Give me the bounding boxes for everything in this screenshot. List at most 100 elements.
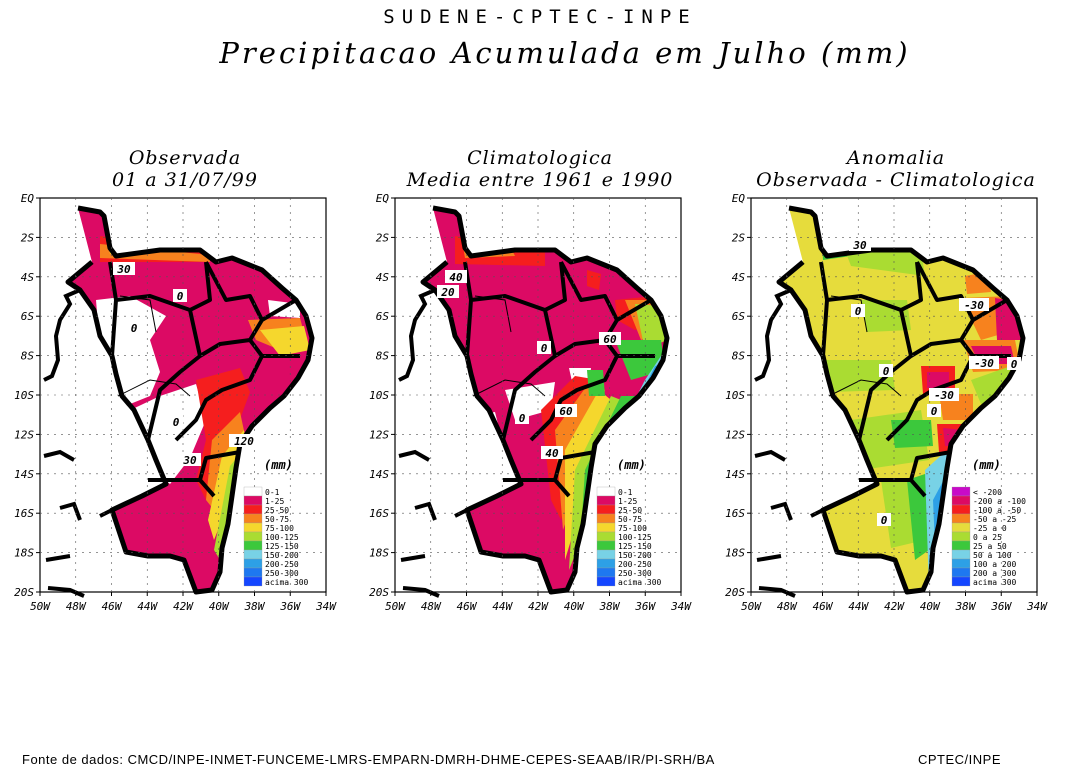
x-tick-label: 34W: [315, 600, 337, 613]
legend-label: 50-75: [265, 515, 289, 524]
legend-swatch: [951, 495, 971, 506]
legend-observed: (mm) 0-11-2525-5050-7575-100100-125125-15…: [243, 458, 309, 587]
y-tick-label: 6S: [376, 310, 390, 323]
legend-label: 0-1: [265, 488, 280, 497]
y-tick-label: 20S: [369, 586, 389, 599]
panel-title-climatology: Climatologica Media entre 1961 e 1990: [406, 147, 674, 191]
legend-unit: (mm): [264, 458, 293, 472]
x-tick-label: 40W: [920, 600, 941, 613]
legend-swatch: [243, 558, 263, 569]
legend-unit: (mm): [972, 458, 1001, 472]
contour-label-bg: [113, 262, 135, 275]
legend-swatch: [596, 540, 616, 551]
y-tick-label: 18S: [725, 547, 745, 560]
y-tick-label: 16S: [14, 507, 34, 520]
y-tick-label: 14S: [725, 468, 745, 481]
legend-label: -25 a 0: [973, 524, 1007, 533]
y-tick-label: 10S: [725, 389, 745, 402]
x-tick-label: 44W: [492, 600, 513, 613]
legend-swatch: [951, 549, 971, 560]
x-tick-label: 36W: [279, 600, 301, 613]
x-tick-label: 44W: [137, 600, 158, 613]
y-tick-label: 18S: [369, 547, 389, 560]
x-tick-label: 36W: [634, 600, 656, 613]
legend-label: 100-125: [265, 533, 299, 542]
legend-label: 200-250: [618, 560, 652, 569]
legend-swatch: [243, 522, 263, 533]
contour-label-bg: [437, 285, 459, 298]
legend-swatch: [596, 513, 616, 524]
legend-swatch: [243, 513, 263, 524]
legend-swatch: [596, 531, 616, 542]
main-title: Precipitacao Acumulada em Julho (mm): [219, 36, 911, 70]
y-tick-label: 6S: [732, 310, 746, 323]
legend-label: 250-300: [618, 569, 652, 578]
contour-label-bg: [1007, 357, 1021, 370]
contour-label-bg: [877, 513, 891, 526]
legend-swatch: [596, 522, 616, 533]
contour-label: 0: [177, 290, 184, 303]
y-tick-label: 6S: [21, 310, 35, 323]
contour-label: -30: [934, 389, 954, 402]
legend-label: acima 300: [265, 578, 309, 587]
legend-label: 25-50: [265, 506, 289, 515]
legend-label: < -200: [973, 488, 1002, 497]
contour-label-bg: [969, 356, 999, 369]
contour-label-bg: [879, 364, 893, 377]
y-tick-label: 2S: [732, 231, 746, 244]
contour-label-bg: [445, 270, 467, 283]
legend-swatch: [243, 495, 263, 506]
contour-label: -30: [974, 357, 994, 370]
legend-swatch: [951, 513, 971, 524]
legend-swatch: [596, 486, 616, 497]
contour-label: 0: [1011, 358, 1018, 371]
legend-label: 25-50: [618, 506, 642, 515]
legend-swatch: [596, 504, 616, 515]
legend-swatch: [951, 558, 971, 569]
contour-label: 30: [182, 454, 197, 467]
y-tick-label: 8S: [376, 350, 390, 363]
x-tick-label: 50W: [30, 600, 51, 613]
y-tick-label: 20S: [14, 586, 34, 599]
legend-swatch: [243, 576, 263, 587]
legend-label: 100-125: [618, 533, 652, 542]
y-tick-label: 20S: [725, 586, 745, 599]
y-tick-label: 16S: [369, 507, 389, 520]
y-tick-label: 2S: [21, 231, 35, 244]
panel-title-anomaly: Anomalia Observada - Climatologica: [756, 147, 1036, 191]
contour-label-bg: [959, 298, 989, 311]
y-tick-label: 10S: [14, 389, 34, 402]
contour-label: 0: [131, 322, 138, 335]
contour-label: 40: [449, 271, 463, 284]
contour-label-bg: [169, 415, 183, 428]
legend-swatch: [951, 522, 971, 533]
legend-label: -50 a -25: [973, 515, 1017, 524]
legend-label: 0-1: [618, 488, 633, 497]
legends: (mm)0-11-2525-5050-7575-100100-125125-15…: [243, 458, 1026, 587]
contour-label: 0: [855, 305, 862, 318]
legend-label: 25 a 50: [973, 542, 1007, 551]
contour-label-bg: [555, 404, 577, 417]
contour-label: 0: [881, 514, 888, 527]
legend-label: 200 a 300: [973, 569, 1017, 578]
y-tick-label: 10S: [369, 389, 389, 402]
y-tick-label: 14S: [14, 468, 34, 481]
y-tick-label: 16S: [725, 507, 745, 520]
legend-label: 75-100: [618, 524, 647, 533]
x-tick-label: 48W: [777, 600, 798, 613]
contour-label-bg: [173, 289, 187, 302]
legend-anomaly: (mm) < -200-200 a -100-100 a -50-50 a -25…: [951, 458, 1026, 587]
y-tick-label: EQ: [376, 192, 390, 205]
data-source: Fonte de dados: CMCD/INPE-INMET-FUNCEME-…: [22, 752, 715, 767]
y-tick-label: 14S: [369, 468, 389, 481]
x-tick-label: 50W: [741, 600, 762, 613]
x-tick-label: 38W: [955, 600, 977, 613]
legend-swatch: [951, 504, 971, 515]
x-tick-label: 34W: [670, 600, 692, 613]
contour-label-bg: [515, 411, 529, 424]
contour-label: 120: [234, 435, 254, 448]
contour-label: 60: [559, 405, 573, 418]
x-tick-label: 42W: [173, 600, 194, 613]
